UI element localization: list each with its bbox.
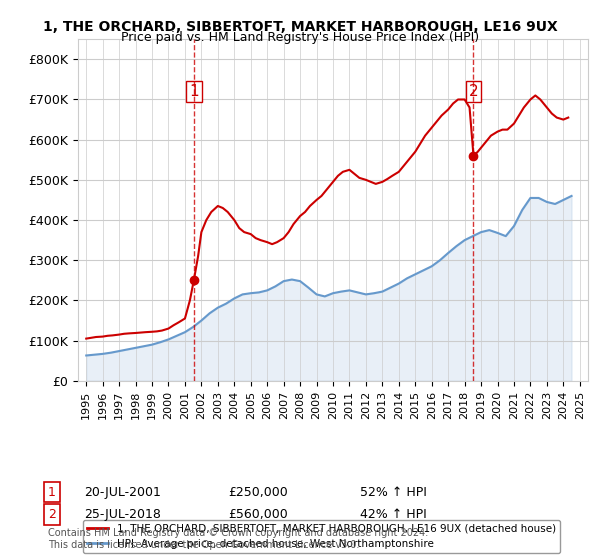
Text: £560,000: £560,000 xyxy=(228,508,288,521)
Text: 25-JUL-2018: 25-JUL-2018 xyxy=(84,508,161,521)
Text: 52% ↑ HPI: 52% ↑ HPI xyxy=(360,486,427,498)
Legend: 1, THE ORCHARD, SIBBERTOFT, MARKET HARBOROUGH, LE16 9UX (detached house), HPI: A: 1, THE ORCHARD, SIBBERTOFT, MARKET HARBO… xyxy=(83,520,560,553)
Text: 1: 1 xyxy=(48,486,56,498)
Text: 2: 2 xyxy=(469,84,478,99)
Text: 2: 2 xyxy=(48,508,56,521)
Text: Price paid vs. HM Land Registry's House Price Index (HPI): Price paid vs. HM Land Registry's House … xyxy=(121,31,479,44)
Text: 20-JUL-2001: 20-JUL-2001 xyxy=(84,486,161,498)
Text: Contains HM Land Registry data © Crown copyright and database right 2024.
This d: Contains HM Land Registry data © Crown c… xyxy=(48,528,428,550)
Text: £250,000: £250,000 xyxy=(228,486,288,498)
Text: 1: 1 xyxy=(189,84,199,99)
Text: 42% ↑ HPI: 42% ↑ HPI xyxy=(360,508,427,521)
Text: 1, THE ORCHARD, SIBBERTOFT, MARKET HARBOROUGH, LE16 9UX: 1, THE ORCHARD, SIBBERTOFT, MARKET HARBO… xyxy=(43,20,557,34)
